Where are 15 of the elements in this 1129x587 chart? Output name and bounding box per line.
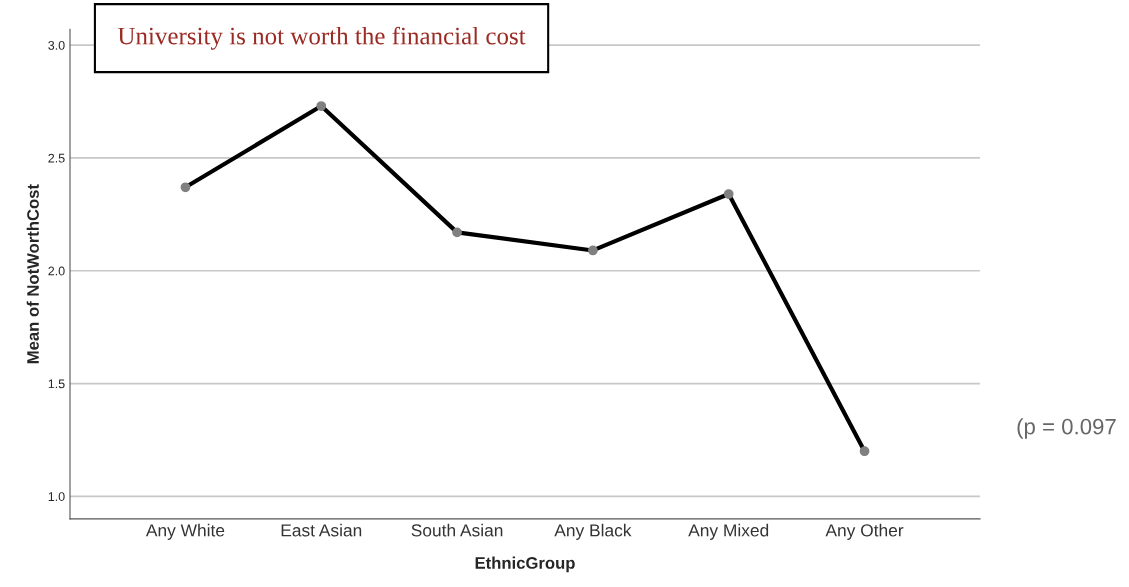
x-tick-label: East Asian xyxy=(281,523,362,537)
y-axis-title: Mean of NotWorthCost xyxy=(26,184,39,364)
text: (p = 0.097 xyxy=(1017,418,1116,439)
y-tick-label: 1.0 xyxy=(48,492,65,501)
x-tick-label: Any Black xyxy=(554,523,632,540)
x-axis-title: EthnicGroup xyxy=(475,556,575,573)
chart-title: University is not worth the financial cost xyxy=(117,26,526,50)
x-tick-label: Any Other xyxy=(825,523,904,540)
y-tick-label: 3.0 xyxy=(48,40,65,50)
x-tick-label: South Asian xyxy=(411,523,503,537)
x-tick-label: Any White xyxy=(145,523,225,540)
y-tick-label: 1.5 xyxy=(48,379,65,389)
y-tick-label: 2.0 xyxy=(48,266,65,276)
y-tick-label: 2.5 xyxy=(48,153,65,163)
x-tick-label: Any Mixed xyxy=(688,523,769,540)
